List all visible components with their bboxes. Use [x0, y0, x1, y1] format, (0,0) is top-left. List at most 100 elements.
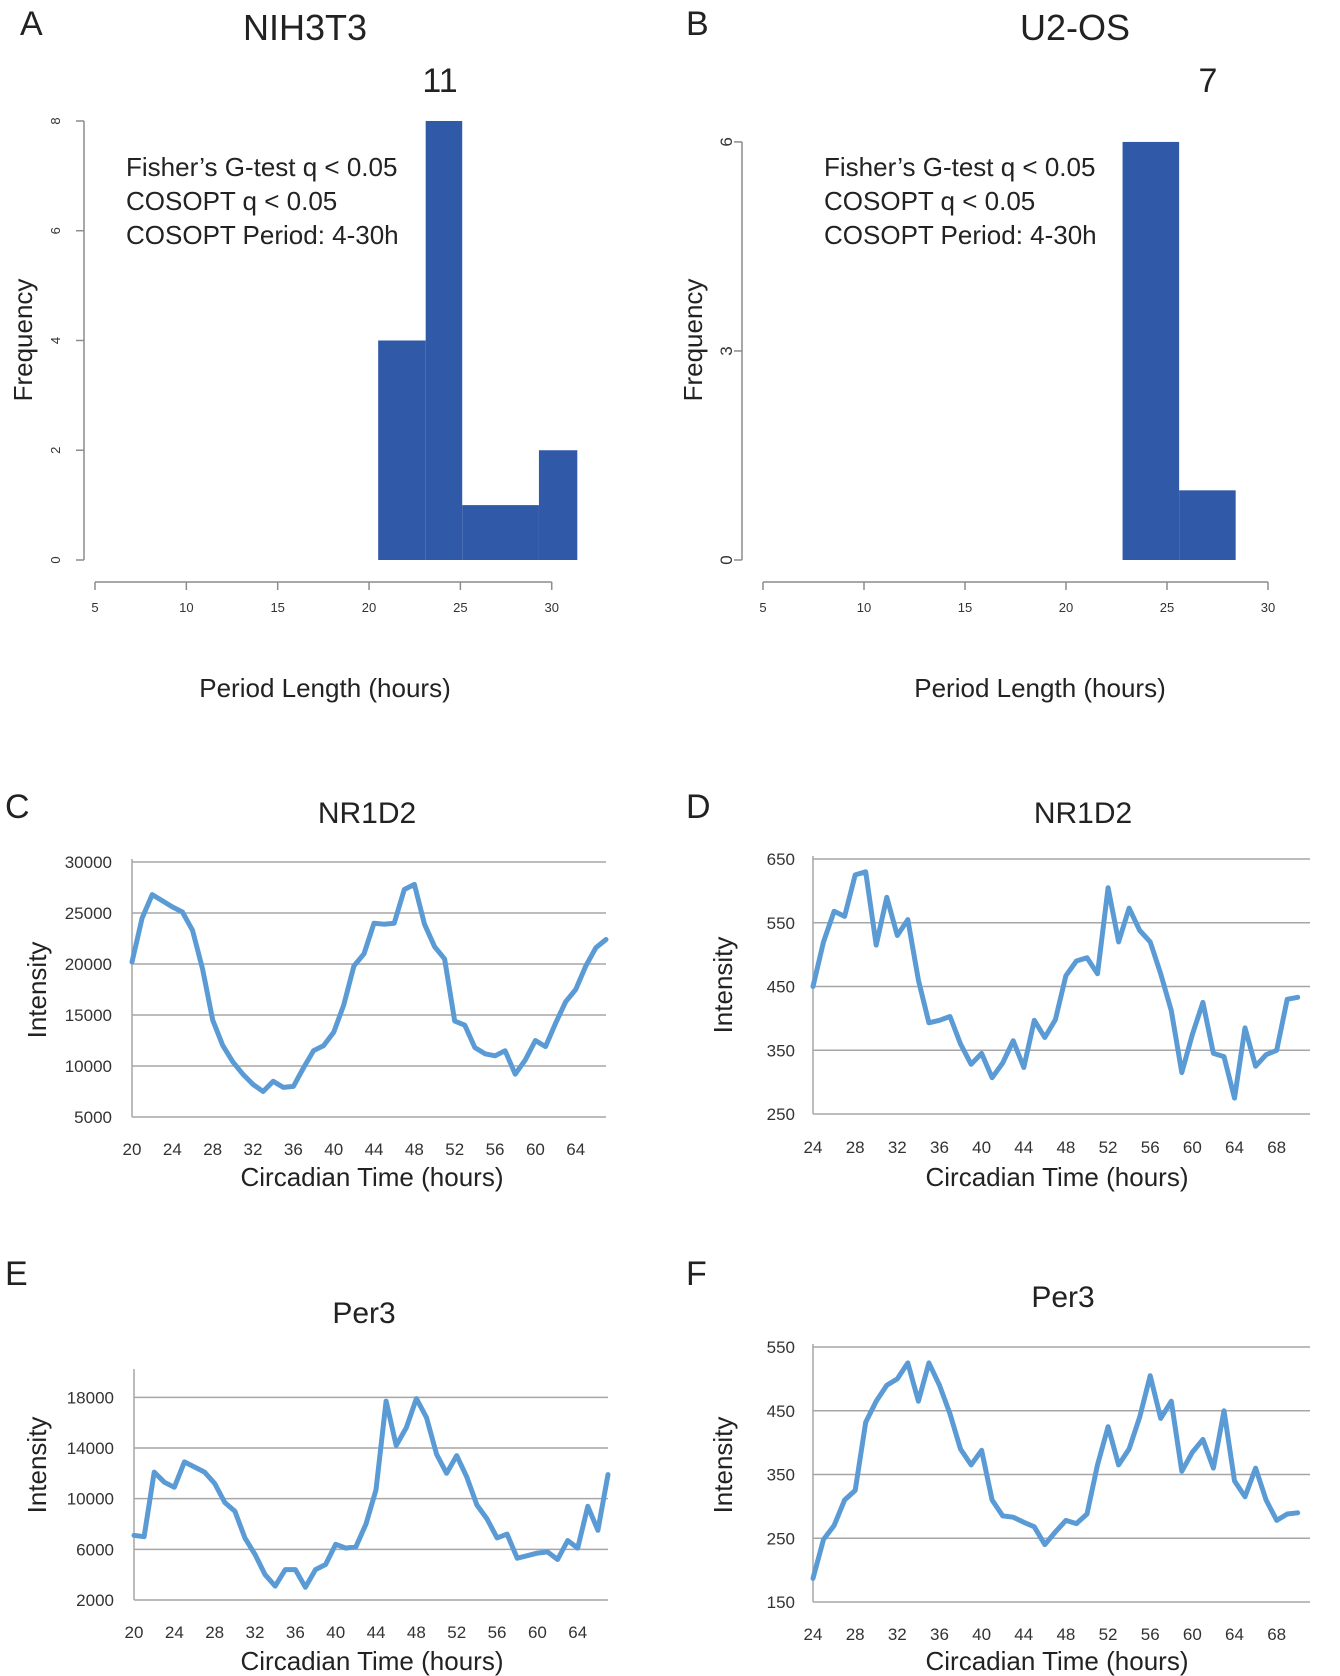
chart-f-y-tick-label: 350 — [767, 1466, 795, 1485]
chart-b-y-tick-label: 0 — [717, 555, 736, 564]
chart-a-x-tick-label: 10 — [179, 600, 193, 615]
chart-c-x-tick-label: 52 — [445, 1140, 464, 1159]
chart-f-x-tick-label: 28 — [846, 1625, 865, 1644]
chart-f-x-tick-label: 68 — [1267, 1625, 1286, 1644]
chart-c-x-tick-label: 24 — [163, 1140, 182, 1159]
chart-f-y-tick-label: 250 — [767, 1529, 795, 1548]
chart-a-y-tick-label: 2 — [48, 447, 63, 454]
chart-e-x-tick-label: 20 — [125, 1623, 144, 1642]
chart-c-y-tick-label: 25000 — [65, 904, 112, 923]
chart-a-bar-1 — [425, 120, 463, 560]
chart-b-x-tick-label: 30 — [1261, 600, 1275, 615]
chart-a: 5 10 15 20 25 30 0 2 4 6 8 — [48, 117, 578, 615]
chart-d-y-tick-label: 650 — [767, 850, 795, 869]
panel-label-d: D — [686, 788, 711, 826]
chart-d-x-tick-label: 28 — [846, 1138, 865, 1157]
chart-a-x-tick-label: 20 — [362, 600, 376, 615]
chart-a-count-label: 11 — [422, 62, 457, 100]
chart-e-x-tick-label: 32 — [246, 1623, 265, 1642]
chart-d-x-tick-label: 32 — [888, 1138, 907, 1157]
chart-d-x-tick-label: 52 — [1099, 1138, 1118, 1157]
chart-f-series-line — [810, 1360, 1301, 1581]
chart-f-xlabel: Circadian Time (hours) — [926, 1646, 1189, 1676]
chart-d: 250 350 450 550 650 24 28 32 36 40 44 48 52 56 60 64 68 — [767, 850, 1310, 1157]
chart-b-x-tick-label: 20 — [1059, 600, 1073, 615]
chart-d-x-tick-label: 36 — [930, 1138, 949, 1157]
chart-c-y-tick-label: 30000 — [65, 853, 112, 872]
chart-f-x-tick-label: 60 — [1183, 1625, 1202, 1644]
panel-label-e: E — [5, 1255, 28, 1293]
chart-d-x-tick-label: 44 — [1014, 1138, 1033, 1157]
chart-e-y-tick-label: 18000 — [67, 1388, 114, 1407]
chart-e-x-tick-label: 24 — [165, 1623, 184, 1642]
chart-e-x-tick-label: 28 — [205, 1623, 224, 1642]
chart-a-y-tick-label: 4 — [48, 337, 63, 344]
chart-d-x-tick-label: 24 — [804, 1138, 823, 1157]
chart-f-x-tick-label: 48 — [1056, 1625, 1075, 1644]
chart-c-x-tick-label: 32 — [244, 1140, 263, 1159]
chart-e-x-tick-label: 56 — [488, 1623, 507, 1642]
chart-b-title: U2-OS — [1020, 7, 1130, 48]
chart-a-xlabel: Period Length (hours) — [199, 673, 450, 703]
chart-e-y-tick-label: 2000 — [76, 1591, 114, 1610]
chart-e-x-tick-label: 48 — [407, 1623, 426, 1642]
chart-c-x-tick-label: 60 — [526, 1140, 545, 1159]
chart-a-y-tick-label: 8 — [48, 117, 63, 124]
chart-e-y-tick-label: 10000 — [67, 1490, 114, 1509]
chart-d-xlabel: Circadian Time (hours) — [926, 1162, 1189, 1192]
chart-d-series-line — [810, 869, 1301, 1101]
chart-f-x-tick-label: 52 — [1099, 1625, 1118, 1644]
chart-b-x-tick-label: 10 — [857, 600, 871, 615]
chart-d-y-tick-label: 550 — [767, 914, 795, 933]
chart-b-annotation-3: COSOPT Period: 4-30h — [824, 220, 1097, 250]
chart-c-ylabel: Intensity — [22, 942, 52, 1039]
chart-f-x-tick-label: 56 — [1141, 1625, 1160, 1644]
chart-a-x-tick-label: 15 — [270, 600, 284, 615]
chart-c-y-tick-label: 5000 — [74, 1108, 112, 1127]
chart-a-title: NIH3T3 — [243, 7, 367, 48]
chart-f-x-tick-label: 64 — [1225, 1625, 1244, 1644]
chart-e-y-tick-label: 6000 — [76, 1540, 114, 1559]
chart-d-y-tick-label: 450 — [767, 978, 795, 997]
chart-e: 2000 6000 10000 14000 18000 20 24 28 32 36 40 44 48 5… — [67, 1369, 611, 1642]
chart-a-x-tick-label: 25 — [453, 600, 467, 615]
chart-b-annotation-2: COSOPT q < 0.05 — [824, 186, 1035, 216]
chart-b-annotation-1: Fisher’s G-test q < 0.05 — [824, 152, 1095, 182]
chart-f-ylabel: Intensity — [708, 1417, 738, 1514]
chart-c-y-tick-label: 20000 — [65, 955, 112, 974]
chart-f-x-tick-label: 36 — [930, 1625, 949, 1644]
chart-e-xlabel: Circadian Time (hours) — [241, 1646, 504, 1676]
chart-e-x-tick-label: 60 — [528, 1623, 547, 1642]
panel-label-b: B — [686, 5, 709, 43]
chart-c-x-tick-label: 36 — [284, 1140, 303, 1159]
panel-label-c: C — [5, 788, 30, 826]
chart-e-x-tick-label: 64 — [568, 1623, 587, 1642]
chart-c-x-tick-label: 56 — [486, 1140, 505, 1159]
chart-f-y-tick-label: 150 — [767, 1593, 795, 1612]
chart-c-series-line — [129, 881, 609, 1094]
chart-e-title: Per3 — [332, 1297, 395, 1330]
chart-b-y-tick-label: 3 — [717, 346, 736, 355]
chart-f-y-tick-label: 450 — [767, 1402, 795, 1421]
chart-c-x-tick-label: 20 — [123, 1140, 142, 1159]
chart-b-count-label: 7 — [1199, 62, 1218, 100]
chart-d-x-tick-label: 68 — [1267, 1138, 1286, 1157]
chart-e-x-tick-label: 36 — [286, 1623, 305, 1642]
chart-f-x-tick-label: 40 — [972, 1625, 991, 1644]
chart-b-x-tick-label: 15 — [958, 600, 972, 615]
chart-c-y-tick-label: 15000 — [65, 1006, 112, 1025]
chart-a-annotation-3: COSOPT Period: 4-30h — [126, 220, 399, 250]
chart-f-x-tick-label: 32 — [888, 1625, 907, 1644]
chart-c-x-tick-label: 44 — [365, 1140, 384, 1159]
chart-b: 5 10 15 20 25 30 0 3 6 — [717, 137, 1275, 615]
chart-c-xlabel: Circadian Time (hours) — [241, 1162, 504, 1192]
chart-c: 5000 10000 15000 20000 25000 30000 20 24 28 32 36 4… — [65, 853, 609, 1159]
chart-a-y-tick-label: 0 — [48, 556, 63, 563]
chart-b-x-tick-label: 25 — [1160, 600, 1174, 615]
chart-d-y-tick-label: 350 — [767, 1041, 795, 1060]
chart-e-x-tick-label: 40 — [326, 1623, 345, 1642]
panel-label-f: F — [686, 1255, 707, 1293]
chart-a-bar-0 — [378, 340, 426, 560]
chart-d-x-tick-label: 60 — [1183, 1138, 1202, 1157]
